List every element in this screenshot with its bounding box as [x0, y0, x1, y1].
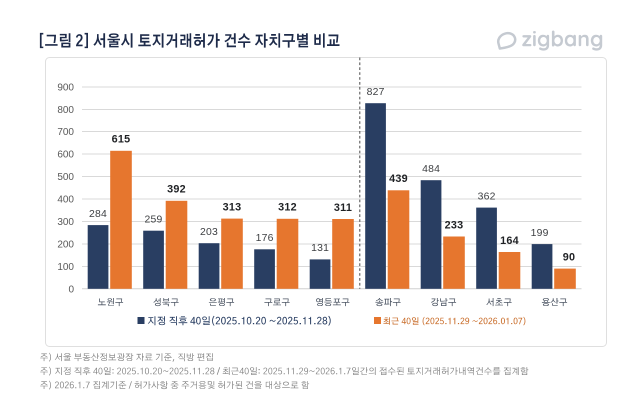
svg-text:392: 392: [167, 184, 186, 196]
svg-text:827: 827: [367, 87, 385, 98]
svg-text:600: 600: [57, 150, 74, 161]
svg-text:311: 311: [334, 202, 352, 214]
svg-text:484: 484: [422, 164, 440, 175]
svg-text:312: 312: [278, 202, 297, 214]
svg-text:300: 300: [57, 217, 74, 228]
svg-text:500: 500: [57, 172, 74, 183]
svg-text:200: 200: [57, 239, 74, 250]
svg-text:233: 233: [445, 219, 464, 231]
svg-text:439: 439: [389, 173, 408, 185]
svg-text:362: 362: [478, 191, 496, 202]
svg-text:700: 700: [57, 127, 74, 138]
svg-text:900: 900: [57, 82, 74, 93]
svg-text:203: 203: [200, 227, 218, 238]
svg-text:0: 0: [68, 284, 74, 295]
svg-text:90: 90: [563, 251, 576, 263]
svg-text:284: 284: [89, 209, 107, 220]
svg-text:259: 259: [145, 215, 163, 226]
svg-text:199: 199: [531, 228, 549, 239]
svg-text:800: 800: [57, 105, 74, 116]
svg-text:400: 400: [57, 195, 74, 206]
svg-text:100: 100: [57, 262, 74, 273]
svg-text:176: 176: [256, 233, 274, 244]
svg-text:164: 164: [500, 235, 519, 247]
svg-text:615: 615: [112, 134, 131, 146]
svg-text:313: 313: [223, 201, 242, 213]
svg-text:131: 131: [311, 243, 329, 254]
